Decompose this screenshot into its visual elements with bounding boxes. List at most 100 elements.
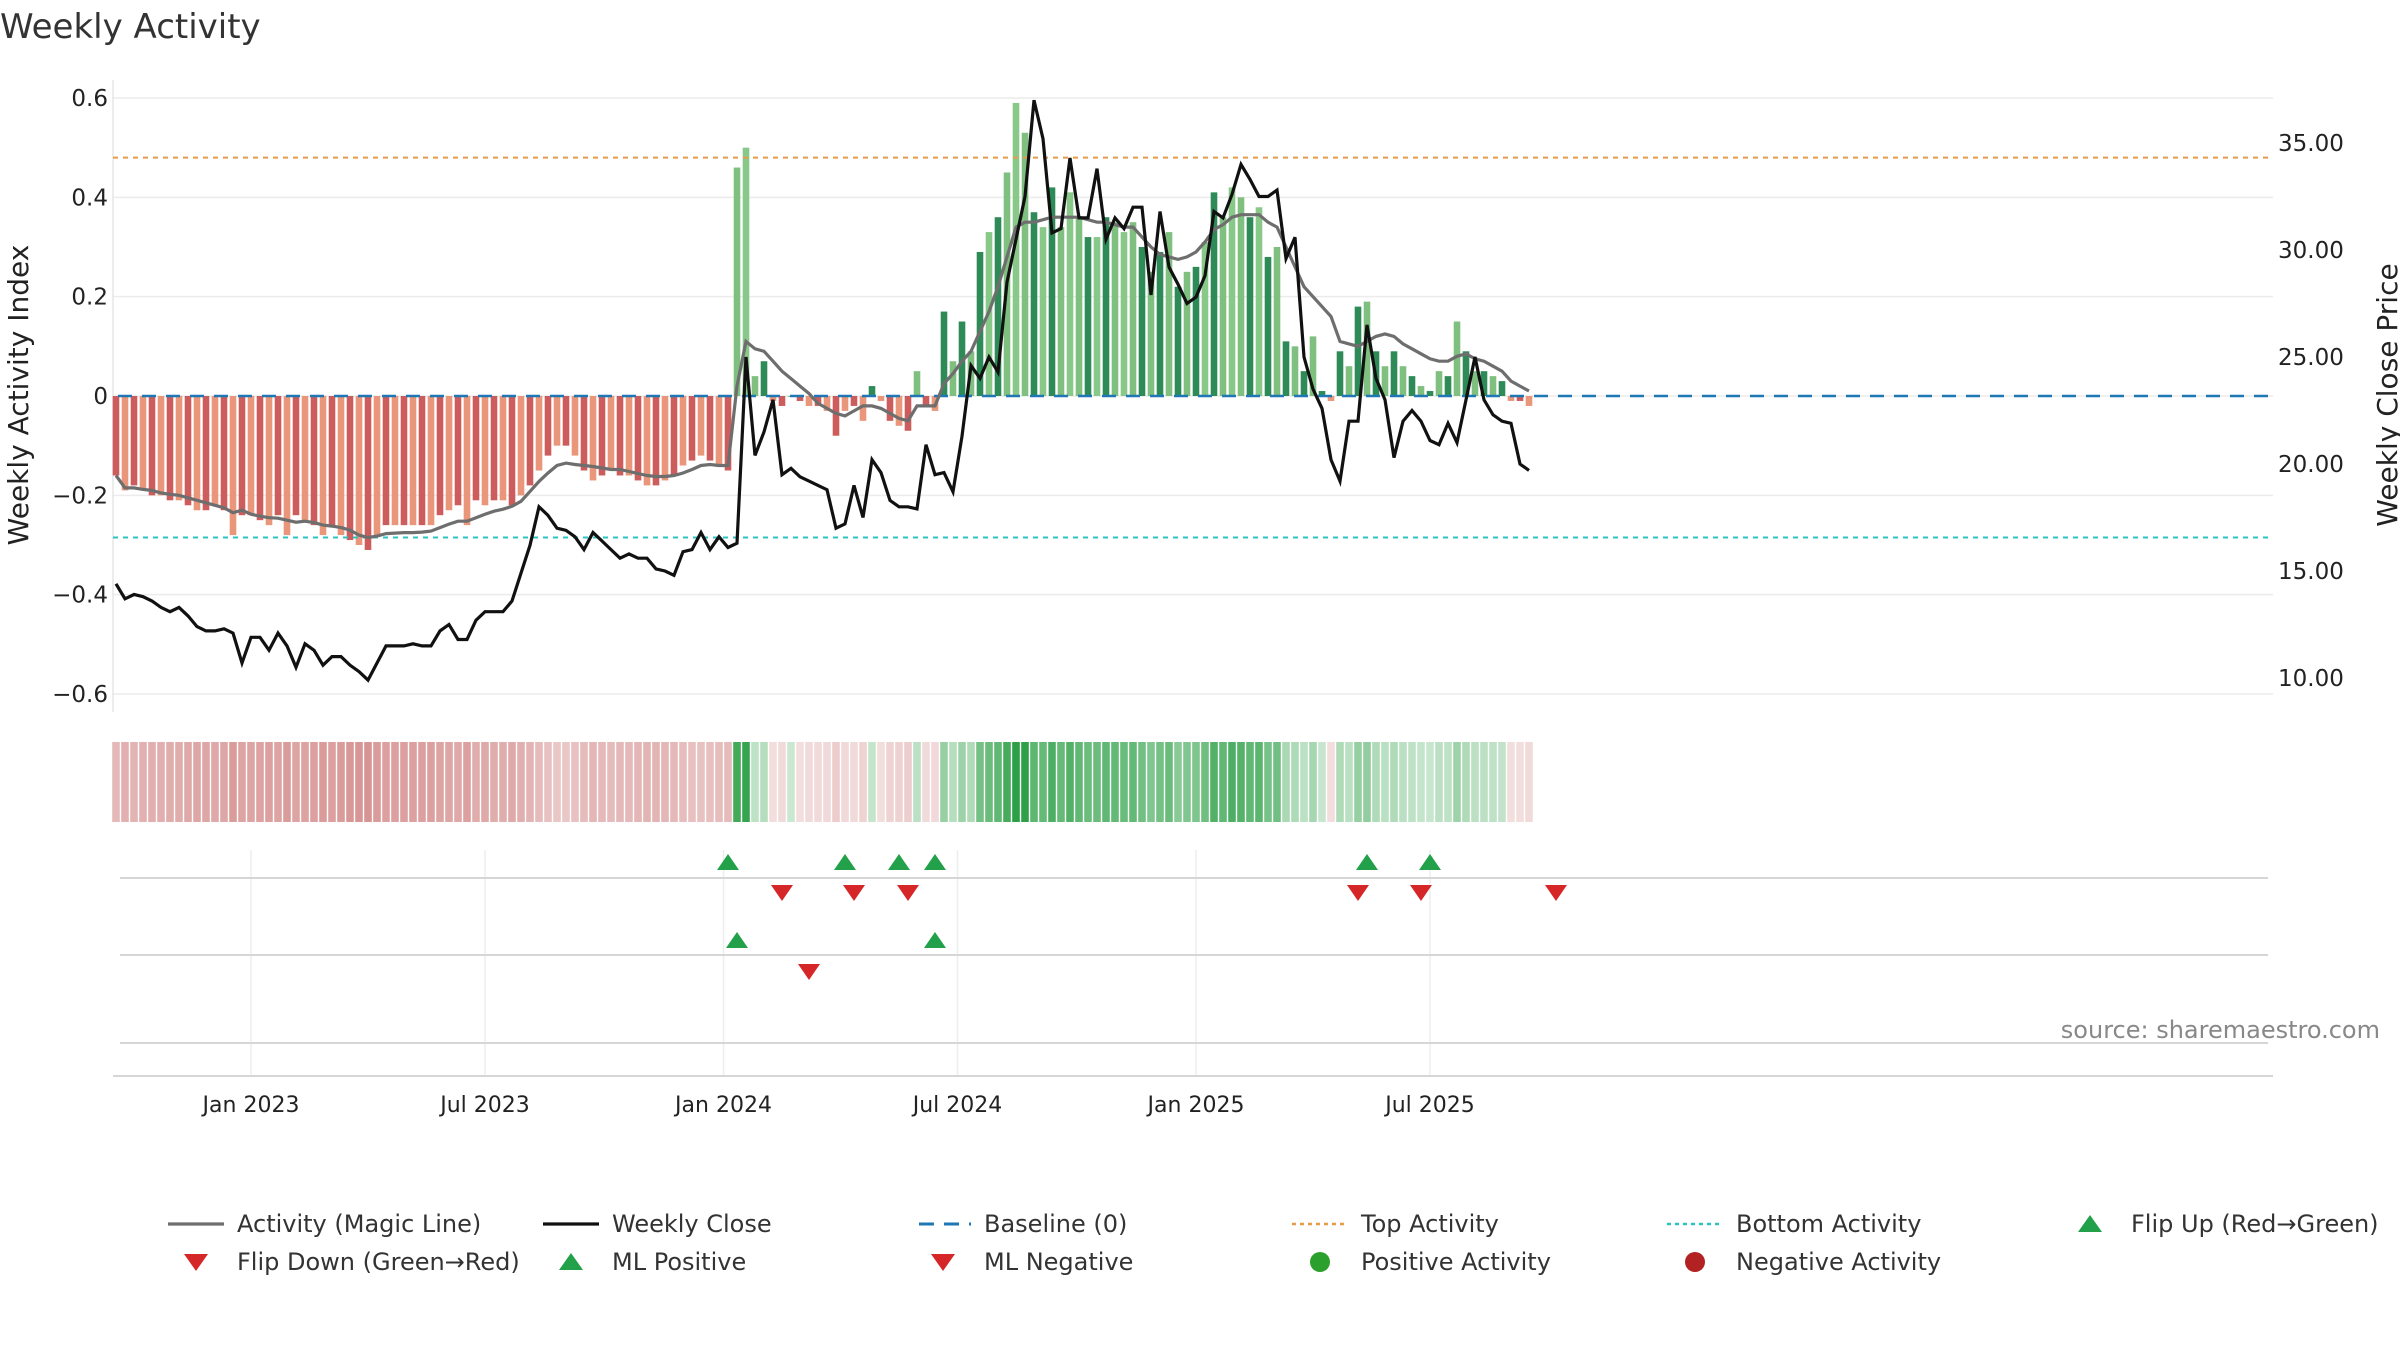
activity-bar [418,396,426,526]
heat-strip-cell [1408,742,1416,822]
y-axis-left-label: Weekly Activity Index [2,245,35,546]
source-credit: source: sharemaestro.com [2061,1016,2380,1044]
heat-strip-cell [535,742,543,822]
heat-strip-cell [1435,742,1443,822]
activity-bar [328,396,336,526]
heat-strip-cell [769,742,777,822]
x-tick-label: Jul 2023 [438,1093,530,1118]
heat-strip-cell [931,742,939,822]
heat-strip-cell [1372,742,1380,822]
activity-bar [751,376,759,396]
flip-up-marker [834,854,856,870]
activity-bar [949,361,957,396]
activity-bar [409,396,417,526]
activity-bar [958,321,966,396]
heat-strip-cell [319,742,327,822]
heat-strip-cell [859,742,867,822]
heat-strip-cell [1471,742,1479,822]
activity-bar [706,396,714,461]
heat-strip-cell [697,742,705,822]
y-right-tick-label: 35.00 [2278,131,2344,157]
heat-strip-cell [1228,742,1236,822]
activity-bar [1237,197,1245,396]
heat-strip-cell [679,742,687,822]
activity-bar [760,361,768,396]
heat-strip-cell [1174,742,1182,822]
legend-item: Flip Up (Red→Green) [2078,1210,2379,1238]
activity-bar [1156,251,1164,396]
legend-item: Weekly Close [543,1210,772,1238]
ml-negative-marker [798,964,820,980]
heat-strip-cell [967,742,975,822]
heat-strip-cell [724,742,732,822]
flip-down-marker [897,885,919,901]
x-tick-label: Jul 2024 [911,1093,1003,1118]
heat-strip-cell [1336,742,1344,822]
x-tick-label: Jan 2025 [1146,1093,1245,1118]
heat-strip-cell [868,742,876,822]
heat-strip-cell [652,742,660,822]
heat-strip-cell [841,742,849,822]
heat-strip-cell [364,742,372,822]
activity-bar [193,396,201,511]
legend-swatch [1685,1252,1705,1272]
heat-strip-cell [796,742,804,822]
activity-bar [742,147,750,396]
activity-bar [526,396,534,486]
heat-strip-cell [1525,742,1533,822]
heat-strip-cell [1255,742,1263,822]
chart-title: Weekly Activity [0,7,261,47]
activity-bar [184,396,192,506]
heat-strip-cell [553,742,561,822]
activity-bar [1498,381,1506,396]
activity-bar [283,396,291,536]
heat-strip-cell [1003,742,1011,822]
activity-bar [1273,247,1281,396]
activity-bar [796,396,804,401]
flip-down-marker [1410,885,1432,901]
heat-strip-cell [1201,742,1209,822]
activity-bar [445,396,453,511]
legend-item: Baseline (0) [919,1210,1127,1238]
heat-strip-cell [877,742,885,822]
activity-bar [1300,371,1308,396]
legend-label: Flip Up (Red→Green) [2131,1210,2379,1238]
activity-bar [1174,286,1182,396]
legend-item: Negative Activity [1685,1248,1941,1276]
activity-bar [1345,366,1353,396]
heat-strip-cell [1129,742,1137,822]
activity-bar [382,396,390,526]
activity-bar [1363,301,1371,396]
activity-bar [1039,227,1047,396]
legend-swatch [559,1253,583,1270]
heat-strip-cell [526,742,534,822]
weekly-close-line [114,99,1530,683]
heat-strip-cell [616,742,624,822]
x-tick-label: Jan 2024 [673,1093,772,1118]
heat-strip-cell [292,742,300,822]
heat-strip-cell [715,742,723,822]
activity-bar [832,396,840,436]
y-left-tick-label: −0.4 [52,583,108,609]
activity-bar [598,396,606,476]
flip-down-marker [771,885,793,901]
legend-label: Positive Activity [1361,1248,1551,1276]
heat-strip-cell [373,742,381,822]
heat-strip-cell [247,742,255,822]
activity-bar [157,396,165,496]
heat-strip-cell [1498,742,1506,822]
activity-bar [1354,306,1362,396]
heat-strip-cell [130,742,138,822]
heat-strip-cell [220,742,228,822]
activity-bar [1228,187,1236,396]
heat-strip-cell [1399,742,1407,822]
legend-swatch [931,1254,955,1271]
activity-bar [733,167,741,396]
legend-swatch [2078,1215,2102,1232]
heat-strip-cell [1147,742,1155,822]
heat-strip-cell [1021,742,1029,822]
activity-bar [517,396,525,496]
activity-bar [301,396,309,521]
activity-bar [1435,371,1443,396]
